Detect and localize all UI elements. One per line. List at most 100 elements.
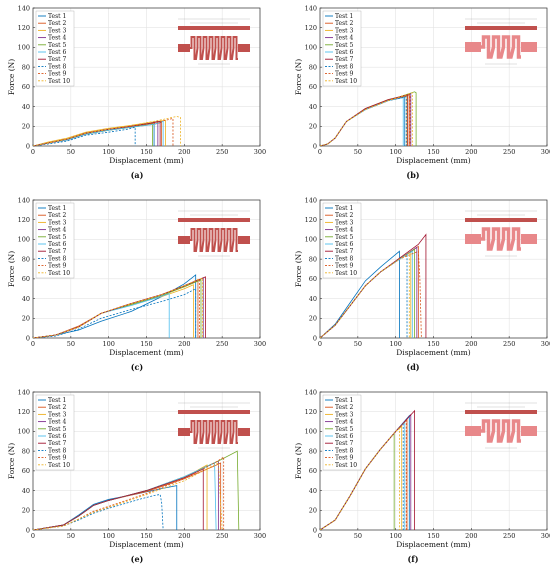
y-tick-label: 120: [18, 408, 30, 416]
x-tick-label: 100: [102, 532, 114, 540]
specimen-inset-image: [465, 18, 537, 65]
series-line-test-8: [33, 126, 136, 146]
legend-entry: Test 5: [335, 42, 353, 49]
legend-entry: Test 3: [335, 219, 353, 226]
legend-entry: Test 8: [48, 447, 66, 454]
x-tick-label: 250: [216, 340, 228, 348]
panel-label: (d): [406, 362, 419, 372]
x-tick-label: 100: [389, 148, 401, 156]
legend-entry: Test 9: [48, 455, 66, 462]
specimen-top-bar: [178, 218, 250, 222]
series-group: [320, 233, 427, 338]
x-axis-label: Displacement (mm): [109, 348, 183, 357]
specimen-top-bar: [178, 26, 250, 30]
legend-entry: Test 2: [335, 20, 353, 27]
legend-entry: Test 5: [48, 42, 66, 49]
panel-label: (f): [407, 554, 418, 564]
series-line-test-1: [320, 96, 406, 146]
specimen-top-bar: [178, 410, 250, 414]
y-axis-label: Force (N): [7, 443, 16, 479]
series-line-test-4: [33, 460, 219, 530]
y-tick-label: 140: [305, 4, 317, 12]
series-line-test-10: [33, 277, 203, 338]
x-tick-label: 150: [140, 148, 152, 156]
y-tick-label: 40: [22, 103, 30, 111]
x-tick-label: 300: [254, 532, 266, 540]
series-line-test-10: [33, 116, 181, 146]
x-tick-label: 250: [216, 532, 228, 540]
chart-panel-3: 0 50 100 150 200 250 300 0 20 40 60 80 100 120 140 Disp…: [7, 196, 266, 372]
y-tick-label: 100: [18, 44, 30, 52]
specimen-inset-image: [178, 18, 250, 65]
specimen-top-bar: [465, 26, 537, 30]
x-tick-label: 150: [427, 340, 439, 348]
x-axis-label: Displacement (mm): [396, 156, 470, 165]
legend-entry: Test 8: [335, 447, 353, 454]
chart-panel-6: 0 50 100 150 200 250 300 0 20 40 60 80 100 120 140 Disp…: [294, 388, 550, 564]
y-tick-label: 0: [26, 142, 30, 150]
legend-entry: Test 10: [335, 462, 357, 469]
x-tick-label: 100: [102, 340, 114, 348]
legend-entry: Test 1: [335, 205, 353, 212]
series-group: [33, 274, 206, 338]
y-tick-label: 120: [305, 24, 317, 32]
y-tick-label: 140: [305, 388, 317, 396]
specimen-serpentine: [481, 419, 521, 443]
y-tick-label: 100: [305, 236, 317, 244]
series-line-test-8: [33, 288, 197, 338]
x-tick-label: 250: [216, 148, 228, 156]
y-tick-label: 40: [309, 487, 317, 495]
panel-label: (a): [131, 170, 144, 180]
y-axis-label: Force (N): [7, 251, 16, 287]
y-tick-label: 20: [309, 315, 317, 323]
series-line-test-8: [320, 96, 407, 146]
y-tick-label: 20: [309, 123, 317, 131]
chart-panel-5: 0 50 100 150 200 250 300 0 20 40 60 80 100 120 140 Disp…: [7, 388, 266, 564]
specimen-inset-image: [178, 210, 250, 257]
y-tick-label: 0: [313, 334, 317, 342]
specimen-inset-image: [465, 210, 537, 257]
series-line-test-1: [33, 485, 178, 530]
y-tick-label: 80: [22, 255, 30, 263]
legend-entry: Test 9: [48, 71, 66, 78]
series-line-test-10: [320, 427, 400, 530]
y-tick-label: 140: [18, 4, 30, 12]
y-tick-label: 40: [309, 295, 317, 303]
legend-entry: Test 9: [335, 455, 353, 462]
y-tick-label: 140: [18, 196, 30, 204]
series-group: [33, 116, 181, 146]
series-group: [320, 91, 417, 146]
legend-entry: Test 5: [48, 234, 66, 241]
series-line-test-5: [320, 91, 417, 146]
series-group: [33, 450, 240, 530]
legend-entry: Test 10: [48, 462, 70, 469]
specimen-serpentine: [481, 35, 521, 59]
legend-entry: Test 7: [335, 248, 353, 255]
y-tick-label: 40: [22, 487, 30, 495]
x-tick-label: 50: [354, 532, 362, 540]
legend-entry: Test 6: [48, 241, 66, 248]
y-tick-label: 60: [309, 275, 317, 283]
legend-entry: Test 2: [48, 20, 66, 27]
legend-entry: Test 9: [335, 263, 353, 270]
legend-entry: Test 4: [335, 419, 353, 426]
x-tick-label: 150: [427, 532, 439, 540]
legend-entry: Test 7: [335, 440, 353, 447]
x-tick-label: 200: [178, 148, 190, 156]
legend-entry: Test 2: [335, 212, 353, 219]
specimen-serpentine: [190, 420, 238, 444]
legend-entry: Test 4: [48, 227, 66, 234]
x-tick-label: 0: [31, 340, 35, 348]
y-tick-label: 140: [305, 196, 317, 204]
legend-entry: Test 3: [48, 27, 66, 34]
x-tick-label: 200: [178, 532, 190, 540]
y-tick-label: 100: [305, 44, 317, 52]
specimen-inset-image: [178, 402, 250, 449]
legend-entry: Test 10: [48, 78, 70, 85]
legend-entry: Test 6: [335, 433, 353, 440]
legend-entry: Test 7: [48, 248, 66, 255]
legend-entry: Test 7: [335, 56, 353, 63]
